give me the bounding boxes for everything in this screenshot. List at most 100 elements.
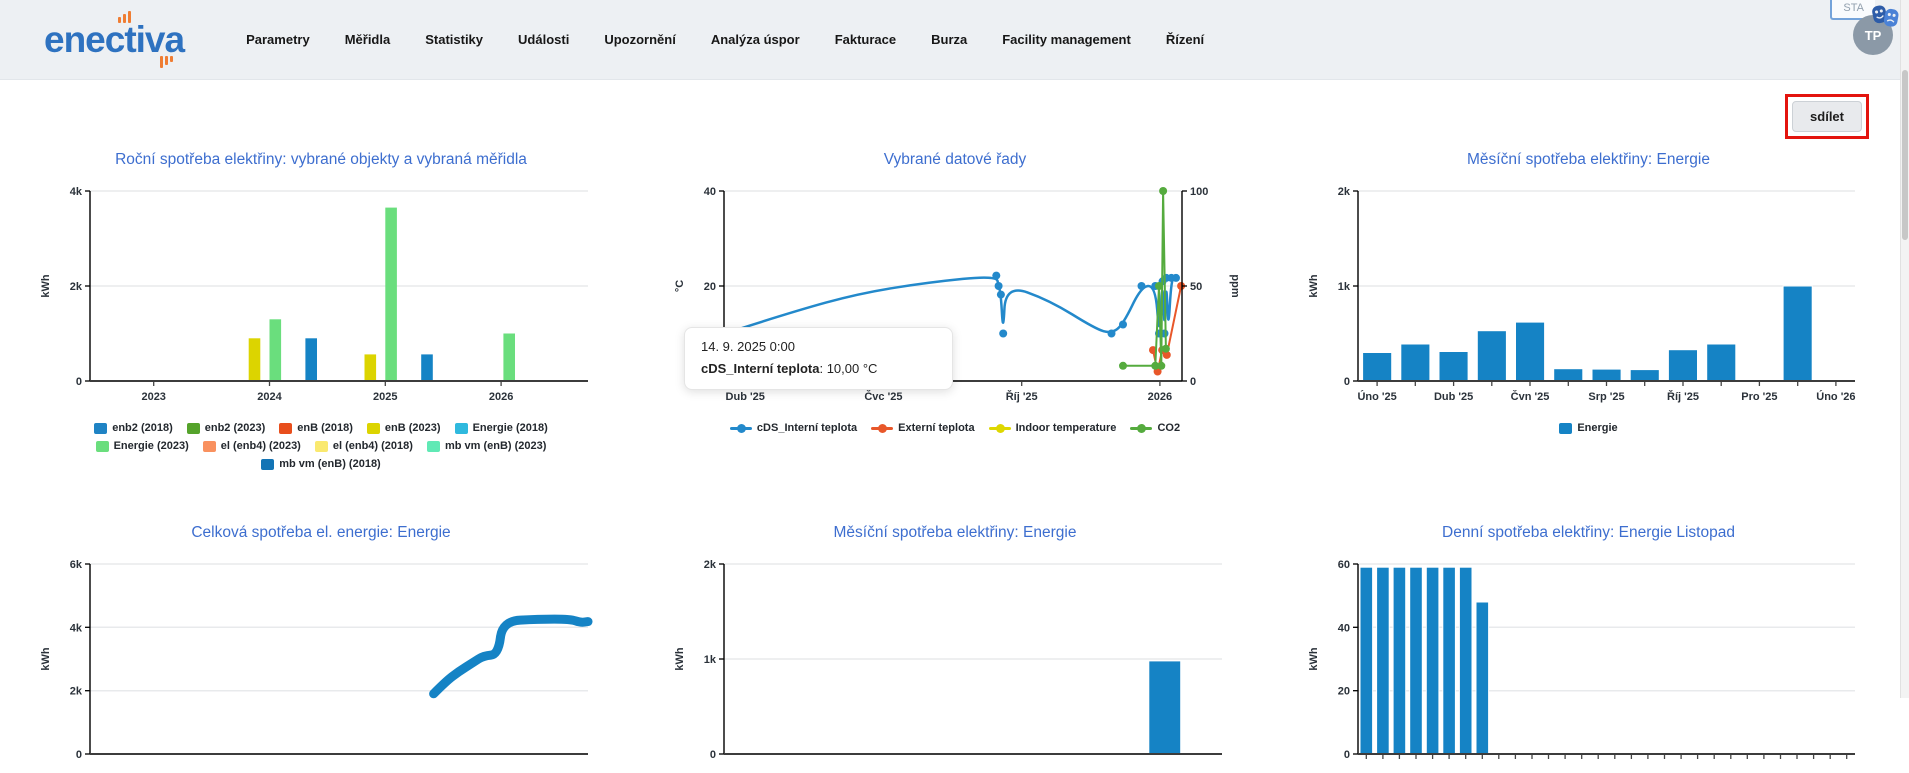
- app-logo[interactable]: enectiva: [44, 11, 185, 68]
- nav-item-burza[interactable]: Burza: [931, 32, 968, 47]
- legend-label: cDS_Interní teplota: [756, 422, 858, 434]
- svg-text:2k: 2k: [1338, 186, 1351, 198]
- legend-item[interactable]: enb2 (2018): [94, 422, 173, 434]
- svg-text:Dub '25: Dub '25: [726, 391, 765, 403]
- legend-item[interactable]: CO2: [1130, 422, 1180, 434]
- legend-item[interactable]: Indoor temperature: [988, 422, 1117, 434]
- legend-swatch: [202, 440, 216, 452]
- legend-label: enb2 (2018): [112, 422, 173, 434]
- svg-text:4k: 4k: [70, 186, 83, 198]
- chart-title: Celková spotřeba el. energie: Energie: [191, 524, 451, 541]
- svg-text:2k: 2k: [70, 281, 83, 293]
- nav-item-statistiky[interactable]: Statistiky: [425, 32, 484, 47]
- chart-plot[interactable]: 0 20 40 60 kWh: [1304, 554, 1873, 773]
- chart-legend: Energie: [1319, 422, 1859, 434]
- chart-plot[interactable]: 0 1k 2k kWh: [670, 554, 1240, 773]
- nav-item-upozorneni[interactable]: Upozornění: [604, 32, 676, 47]
- share-highlight-box: sdílet: [1785, 94, 1869, 139]
- bars: [1362, 285, 1813, 382]
- legend-label: Energie (2023): [113, 440, 189, 452]
- legend-label: mb vm (enB) (2023): [444, 440, 547, 452]
- svg-text:4k: 4k: [70, 622, 83, 634]
- svg-text:kWh: kWh: [40, 274, 52, 298]
- legend-item[interactable]: enB (2023): [366, 422, 441, 434]
- legend-swatch: [426, 440, 440, 452]
- svg-text:kWh: kWh: [1308, 274, 1320, 298]
- share-button[interactable]: sdílet: [1792, 101, 1862, 132]
- legend-item[interactable]: enB (2018): [279, 422, 353, 434]
- svg-text:2024: 2024: [257, 391, 282, 403]
- svg-text:40: 40: [704, 186, 716, 198]
- svg-text:20: 20: [704, 281, 716, 293]
- chart-canvas: 0 1k 2k kWh: [674, 559, 1222, 761]
- legend-item[interactable]: mb vm (enB) (2018): [261, 458, 381, 470]
- svg-text:°C: °C: [674, 280, 686, 292]
- chart-legend: enb2 (2018) enb2 (2023) enB (2018) enB (202…: [51, 422, 591, 470]
- legend-label: Externí teplota: [898, 422, 975, 434]
- nav-item-rizeni[interactable]: Řízení: [1165, 32, 1205, 47]
- legend-item[interactable]: mb vm (enB) (2023): [426, 440, 547, 452]
- legend-item[interactable]: el (enb4) (2023): [202, 440, 301, 452]
- nav-item-parametry[interactable]: Parametry: [246, 32, 310, 47]
- legend-item[interactable]: Energie (2023): [95, 440, 189, 452]
- chart-title: Měsíční spotřeba elektřiny: Energie: [1467, 151, 1710, 168]
- chart-daily-consumption: Denní spotřeba elektřiny: Energie Listop…: [1304, 524, 1873, 773]
- svg-text:Říj '25: Říj '25: [1006, 390, 1038, 403]
- legend-line-dot-marker: [1130, 423, 1153, 433]
- chart-annual-consumption: Roční spotřeba elektřiny: vybrané objekt…: [36, 151, 606, 470]
- legend-item[interactable]: enb2 (2023): [186, 422, 265, 434]
- legend-swatch: [94, 422, 108, 434]
- svg-text:50: 50: [1190, 281, 1202, 293]
- series-Energie: [429, 614, 593, 699]
- legend-swatch: [186, 422, 200, 434]
- chart-plot[interactable]: 2023 2024 2025 2026 0 2k 4k kWh: [36, 181, 606, 416]
- legend-item[interactable]: Energie (2018): [454, 422, 548, 434]
- chart-canvas: 0 20 40 60 kWh: [1308, 559, 1855, 761]
- nav-item-analyza-uspor[interactable]: Analýza úspor: [710, 32, 800, 47]
- tooltip-date: 14. 9. 2025 0:00: [701, 339, 795, 354]
- svg-text:2023: 2023: [141, 391, 165, 403]
- legend-label: Energie (2018): [472, 422, 548, 434]
- svg-text:kWh: kWh: [40, 647, 52, 671]
- legend-item[interactable]: Energie: [1559, 422, 1618, 434]
- svg-text:1k: 1k: [704, 654, 717, 666]
- tooltip-value: 10,00 °C: [826, 361, 878, 376]
- chart-plot[interactable]: 14. 9. 2025 0:00 cDS_Interní teplota: 10…: [670, 181, 1241, 416]
- legend-item[interactable]: el (enb4) (2018): [314, 440, 413, 452]
- nav-item-udalosti[interactable]: Události: [518, 32, 570, 47]
- legend-label: el (enb4) (2023): [220, 440, 301, 452]
- svg-text:0: 0: [1344, 749, 1350, 761]
- sta-tab[interactable]: STA: [1830, 0, 1875, 20]
- legend-label: CO2: [1157, 422, 1181, 434]
- legend-label: enB (2018): [297, 422, 353, 434]
- chart-plot[interactable]: Úno '25 Dub '25 Čvn '25 Srp '25 Říj '25 Pro '…: [1304, 181, 1873, 416]
- chart-grid: Roční spotřeba elektřiny: vybrané objekt…: [0, 139, 1909, 773]
- svg-text:1k: 1k: [1338, 281, 1351, 293]
- chart-tooltip: 14. 9. 2025 0:00 cDS_Interní teplota: 10…: [684, 327, 953, 390]
- svg-text:2k: 2k: [70, 686, 83, 698]
- bars: [1359, 566, 1490, 755]
- chart-plot[interactable]: 0 2k 4k 6k kWh: [36, 554, 606, 773]
- tooltip-series-name: cDS_Interní teplota: [701, 361, 820, 376]
- svg-text:kWh: kWh: [674, 647, 686, 671]
- legend-line-dot-marker: [871, 423, 894, 433]
- svg-text:Říj '25: Říj '25: [1667, 390, 1699, 403]
- chart-total-consumption: Celková spotřeba el. energie: Energie 0 2…: [36, 524, 606, 773]
- svg-text:2026: 2026: [489, 391, 513, 403]
- main-nav: Parametry Měřidla Statistiky Události Upozor…: [184, 32, 1204, 47]
- nav-item-fakturace[interactable]: Fakturace: [834, 32, 897, 47]
- legend-label: Indoor temperature: [1015, 422, 1117, 434]
- legend-line-dot-marker: [729, 423, 752, 433]
- chart-title: Vybrané datové řady: [883, 151, 1027, 168]
- bars: [1149, 661, 1181, 754]
- legend-item[interactable]: Externí teplota: [871, 422, 975, 434]
- legend-item[interactable]: cDS_Interní teplota: [729, 422, 858, 434]
- scrollbar-track[interactable]: [1900, 0, 1909, 698]
- legend-swatch: [279, 422, 293, 434]
- nav-item-meridla[interactable]: Měřidla: [344, 32, 391, 47]
- legend-swatch: [366, 422, 380, 434]
- scrollbar-thumb[interactable]: [1902, 70, 1908, 240]
- legend-line-dot-marker: [988, 423, 1011, 433]
- series-CO2: [1119, 187, 1170, 370]
- nav-item-facility-management[interactable]: Facility management: [1002, 32, 1131, 47]
